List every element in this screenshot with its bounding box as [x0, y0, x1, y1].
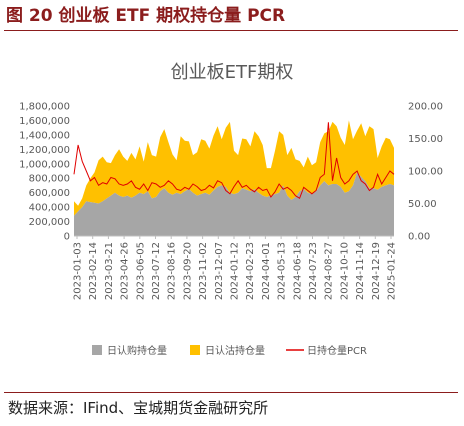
legend-label-1: 日认沽持仓量 [205, 344, 265, 357]
legend-label-0: 日认购持仓量 [107, 344, 167, 357]
y-left-tick-label: 1,200,000 [19, 145, 70, 156]
x-tick-label: 2023-01-03 [73, 242, 84, 300]
plot-area: 0 200,000 400,000 600,000 800,000 1,000,000 1,… [19, 102, 443, 301]
y-left-tick-label: 600,000 [29, 188, 70, 199]
x-tick-label: 2025-01-24 [387, 242, 398, 300]
y-left-tick-label: 1,600,000 [19, 116, 70, 127]
x-tick-label: 2023-11-02 [198, 242, 209, 300]
x-tick-label: 2024-04-01 [261, 242, 272, 300]
x-tick-label: 2024-02-23 [245, 242, 256, 300]
x-tick-label: 2023-03-21 [104, 242, 115, 300]
y-right-tick-label: 200.00 [408, 102, 443, 113]
y-left-tick-label: 1,000,000 [19, 159, 70, 170]
bottom-rule [4, 392, 458, 393]
x-tick-label: 2023-02-14 [88, 242, 99, 300]
y-left-tick-label: 200,000 [29, 217, 70, 228]
chart-title: 创业板ETF期权 [171, 62, 294, 83]
y-left-tick-label: 0 [64, 232, 70, 243]
pcr-chart: 创业板ETF期权 0 200,000 400,000 600,000 800,000 1,… [19, 62, 443, 357]
x-tick-label: 2024-11-14 [355, 242, 366, 300]
y-left-tick-label: 1,400,000 [19, 130, 70, 141]
x-tick-label: 2024-12-19 [371, 242, 382, 300]
legend-swatch-1 [190, 345, 200, 355]
y-right-tick-label: 50.00 [408, 199, 437, 210]
legend-swatch-0 [92, 345, 102, 355]
x-tick-label: 2024-08-27 [324, 242, 335, 300]
title-rule [4, 30, 458, 31]
y-left-tick-label: 1,800,000 [19, 102, 70, 113]
x-tick-label: 2023-06-05 [135, 242, 146, 300]
figure-title: 图 20 创业板 ETF 期权持仓量 PCR [6, 6, 286, 26]
x-tick-label: 2024-07-23 [308, 242, 319, 300]
x-tick-label: 2024-05-13 [277, 242, 288, 300]
y-left-tick-label: 800,000 [29, 174, 70, 185]
x-tick-label: 2024-06-18 [292, 242, 303, 300]
x-tick-label: 2023-09-20 [182, 242, 193, 300]
pcr-line [73, 122, 395, 200]
x-tick-label: 2024-01-12 [230, 242, 241, 300]
call-open-interest-area [74, 172, 394, 236]
x-tick-label: 2024-10-10 [339, 242, 350, 300]
x-tick-label: 2023-08-16 [167, 242, 178, 300]
x-tick-label: 2023-04-26 [120, 242, 131, 300]
x-tick-label: 2023-07-12 [151, 242, 162, 300]
y-right-tick-label: 100.00 [408, 167, 443, 178]
source-note: 数据来源：IFind、宝城期货金融研究所 [8, 399, 269, 417]
y-right-tick-label: 150.00 [408, 134, 443, 145]
y-right-tick-label: 0.00 [408, 232, 430, 243]
y-left-tick-label: 400,000 [29, 203, 70, 214]
legend: 日认购持仓量 日认沽持仓量 日持仓量PCR [92, 344, 367, 357]
legend-label-2: 日持仓量PCR [307, 344, 367, 357]
x-tick-label: 2023-12-07 [214, 242, 225, 300]
